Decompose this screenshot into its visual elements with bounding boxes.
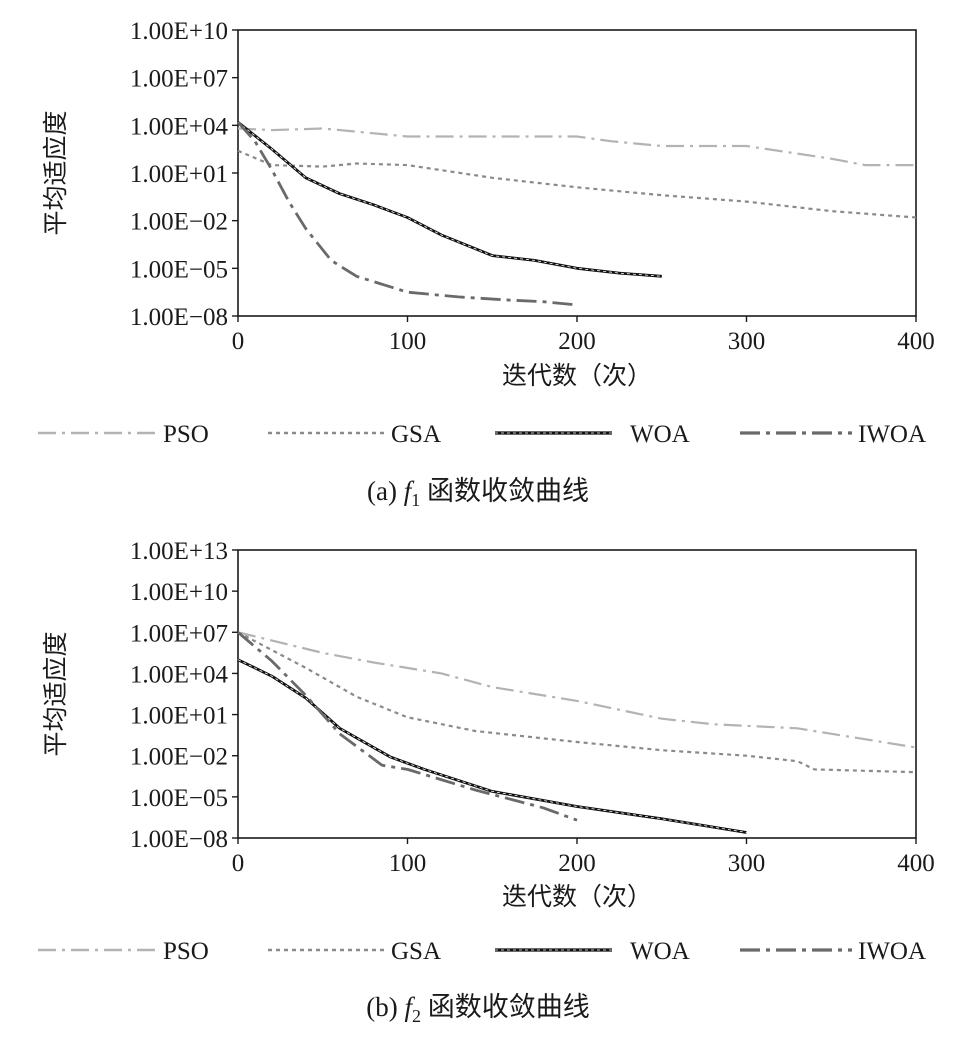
panel-a-series-woa-texture bbox=[237, 121, 662, 277]
panel-b-y-tick-label: 1.00E+10 bbox=[130, 579, 228, 606]
panel-b-caption-func: f bbox=[404, 992, 415, 1022]
panel-a-series-gsa-line bbox=[237, 149, 917, 219]
panel-a-y-tick-label: 1.00E−08 bbox=[130, 304, 228, 331]
panel-a-caption: (a) f1 函数收敛曲线 bbox=[367, 476, 589, 510]
panel-b-legend-pso-label: PSO bbox=[163, 938, 209, 965]
panel-a-y-tick-label: 1.00E−02 bbox=[130, 209, 228, 236]
panel-b-legend-gsa-label: GSA bbox=[391, 938, 441, 965]
panel-b-legend-iwoa-label: IWOA bbox=[858, 938, 926, 965]
panel-b-caption-subscript: 2 bbox=[412, 1006, 421, 1026]
panel-a-x-axis-label: 迭代数（次） bbox=[502, 362, 652, 390]
panel-b-legend-woa-label: WOA bbox=[630, 938, 690, 965]
panel-a-caption-subscript: 1 bbox=[411, 490, 420, 510]
panel-b-y-tick-label: 1.00E−05 bbox=[130, 785, 228, 812]
panel-b-series-pso-line bbox=[237, 631, 917, 749]
panel-b-series-woa-line bbox=[237, 658, 747, 834]
panel-a-caption-func: f bbox=[404, 476, 415, 506]
panel-b-caption-prefix: (b) bbox=[366, 992, 404, 1022]
panel-b-x-tick-label: 200 bbox=[558, 850, 596, 877]
panel-a-x-tick-label: 400 bbox=[897, 328, 935, 355]
panel-b-caption-text: 函数收敛曲线 bbox=[421, 992, 590, 1022]
panel-b-y-tick-label: 1.00E+04 bbox=[130, 661, 229, 688]
panel-b-y-tick-label: 1.00E−02 bbox=[130, 744, 228, 771]
panel-b-series-gsa-line bbox=[237, 631, 917, 774]
panel-a-x-tick-label: 300 bbox=[728, 328, 766, 355]
panel-a-x-tick-label: 0 bbox=[232, 328, 245, 355]
panel-a-y-tick-label: 1.00E+10 bbox=[130, 18, 228, 45]
panel-b-y-tick-label: 1.00E+07 bbox=[130, 620, 228, 647]
panel-a-y-tick-label: 1.00E+04 bbox=[130, 113, 229, 140]
panel-b-series-woa-texture bbox=[237, 659, 747, 833]
panel-a-y-tick-label: 1.00E+01 bbox=[130, 161, 228, 188]
panel-b-y-axis-label: 平均适应度 bbox=[42, 631, 70, 756]
panel-a-legend-iwoa-label: IWOA bbox=[858, 421, 926, 448]
panel-a-series-iwoa-line bbox=[236, 121, 578, 307]
panel-b-y-tick-label: 1.00E+13 bbox=[130, 538, 228, 565]
panel-a-legend-pso-label: PSO bbox=[163, 421, 209, 448]
panel-a-y-tick-label: 1.00E+07 bbox=[130, 66, 228, 93]
panel-a-series-pso-line bbox=[237, 127, 916, 167]
panel-a-caption-text: 函数收敛曲线 bbox=[420, 476, 589, 506]
panel-b-series-iwoa-line bbox=[237, 631, 578, 822]
panel-a-caption-prefix: (a) bbox=[367, 476, 404, 506]
panel-b-x-tick-label: 400 bbox=[897, 850, 935, 877]
panel-a-x-tick-label: 200 bbox=[558, 328, 596, 355]
panel-b-y-tick-label: 1.00E−08 bbox=[130, 826, 228, 853]
panel-a-y-tick-label: 1.00E−05 bbox=[130, 256, 228, 283]
panel-a-legend-woa-label: WOA bbox=[630, 421, 690, 448]
panel-b-x-tick-label: 0 bbox=[232, 850, 245, 877]
panel-b-x-tick-label: 100 bbox=[389, 850, 427, 877]
panel-a-legend-gsa-label: GSA bbox=[391, 421, 441, 448]
panel-a-x-tick-label: 100 bbox=[389, 328, 427, 355]
panel-b-caption: (b) f2 函数收敛曲线 bbox=[366, 992, 590, 1026]
panel-b-x-tick-label: 300 bbox=[728, 850, 766, 877]
panel-a-y-axis-label: 平均适应度 bbox=[42, 110, 70, 235]
panel-b-x-axis-label: 迭代数（次） bbox=[502, 883, 652, 911]
panel-a-series-woa-line bbox=[237, 121, 662, 278]
panel-a-plot-frame bbox=[237, 29, 917, 317]
panel-b-plot-frame bbox=[237, 549, 917, 839]
panel-b-y-tick-label: 1.00E+01 bbox=[130, 703, 228, 730]
